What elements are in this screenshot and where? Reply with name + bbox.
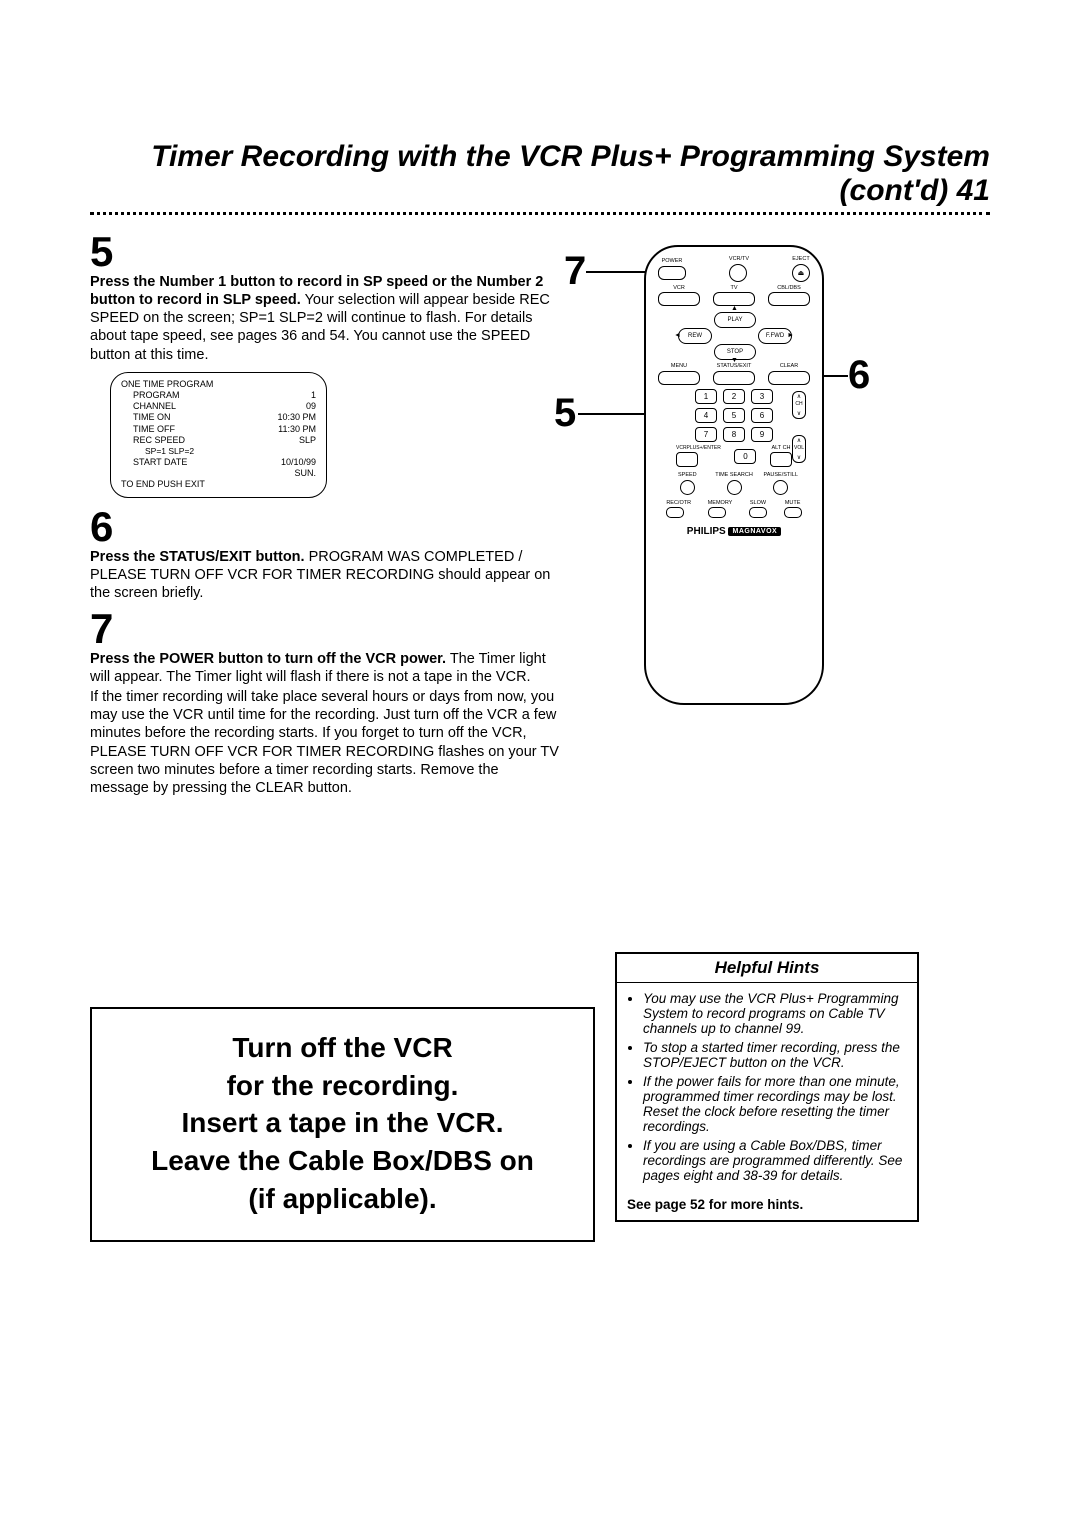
num-8-button[interactable]: 8 (723, 427, 745, 442)
title-divider (90, 212, 990, 215)
hint-item: To stop a started timer recording, press… (643, 1040, 907, 1070)
hint-item: If you are using a Cable Box/DBS, timer … (643, 1138, 907, 1183)
eject-icon: ⏏ (798, 269, 805, 277)
vcr-mode-button[interactable] (658, 292, 700, 306)
vcr-screen: ONE TIME PROGRAM PROGRAM1 CHANNEL09 TIME… (110, 372, 327, 498)
step-5-number: 5 (90, 231, 560, 273)
rec-button[interactable] (666, 507, 684, 518)
reminder-box: Turn off the VCR for the recording. Inse… (90, 1007, 595, 1242)
tv-mode-button[interactable] (713, 292, 755, 306)
remote-brand: PHILIPS MAGNAVOX (658, 526, 810, 537)
num-3-button[interactable]: 3 (751, 389, 773, 404)
power-button[interactable] (658, 266, 686, 280)
vcrtv-button[interactable] (729, 264, 747, 282)
clear-button[interactable] (768, 371, 810, 385)
num-7-button[interactable]: 7 (695, 427, 717, 442)
num-4-button[interactable]: 4 (695, 408, 717, 423)
memory-button[interactable] (708, 507, 726, 518)
num-2-button[interactable]: 2 (723, 389, 745, 404)
step-7-para2: If the timer recording will take place s… (90, 688, 560, 797)
eject-label: EJECT (792, 257, 810, 263)
remote-control: POWER VCR/TV EJECT ⏏ (644, 245, 824, 705)
eject-button[interactable]: ⏏ (792, 264, 810, 282)
hint-item: You may use the VCR Plus+ Programming Sy… (643, 991, 907, 1036)
vcrtv-label: VCR/TV (729, 257, 749, 263)
pause-button[interactable] (773, 480, 788, 495)
callout-7: 7 (564, 251, 586, 291)
step-6-text: Press the STATUS/EXIT button. PROGRAM WA… (90, 548, 560, 602)
play-button[interactable]: PLAY (714, 312, 756, 328)
step-6-number: 6 (90, 506, 560, 548)
hints-title: Helpful Hints (617, 954, 917, 983)
num-1-button[interactable]: 1 (695, 389, 717, 404)
callout-5: 5 (554, 393, 576, 433)
vol-up-down[interactable]: ∧VOL∨ (792, 435, 806, 463)
ch-up-down[interactable]: ∧CH∨ (792, 391, 806, 419)
hints-footer: See page 52 for more hints. (617, 1197, 917, 1220)
rew-button[interactable]: REW (678, 328, 712, 344)
cbl-mode-button[interactable] (768, 292, 810, 306)
step-5-text: Press the Number 1 button to record in S… (90, 273, 560, 364)
page-title: Timer Recording with the VCR Plus+ Progr… (90, 140, 990, 208)
speed-button[interactable] (680, 480, 695, 495)
altch-button[interactable] (770, 452, 792, 467)
mute-button[interactable] (784, 507, 802, 518)
hint-item: If the power fails for more than one min… (643, 1074, 907, 1134)
timesearch-button[interactable] (727, 480, 742, 495)
num-5-button[interactable]: 5 (723, 408, 745, 423)
vcrplus-button[interactable] (676, 452, 698, 467)
step-7-number: 7 (90, 608, 560, 650)
callout-6: 6 (848, 355, 870, 395)
slow-button[interactable] (749, 507, 767, 518)
num-6-button[interactable]: 6 (751, 408, 773, 423)
status-exit-button[interactable] (713, 371, 755, 385)
helpful-hints-box: Helpful Hints You may use the VCR Plus+ … (615, 952, 919, 1222)
num-0-button[interactable]: 0 (734, 449, 756, 464)
num-9-button[interactable]: 9 (751, 427, 773, 442)
power-label: POWER (658, 259, 686, 265)
step-7-text: Press the POWER button to turn off the V… (90, 650, 560, 686)
menu-button[interactable] (658, 371, 700, 385)
